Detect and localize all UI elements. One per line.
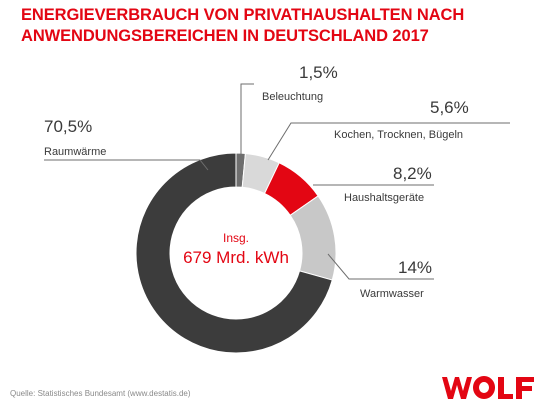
slice-percent-label: 8,2% (393, 164, 432, 183)
donut-slices (135, 152, 337, 354)
slice-percent-label: 14% (398, 258, 432, 277)
leader-line (267, 122, 510, 161)
wolf-logo (438, 375, 538, 401)
slice-labels: 1,5% Beleuchtung 5,6% Kochen, Trocknen, Büg… (44, 63, 469, 300)
slice-category-label: Beleuchtung (262, 91, 323, 103)
chart-title: ENERGIEVERBRAUCH VON PRIVATHAUSHALTEN NA… (21, 5, 521, 47)
slice-percent-label: 5,6% (430, 98, 469, 117)
slice-percent-label: 70,5% (44, 117, 92, 136)
slice-category-label: Kochen, Trocknen, Bügeln (334, 129, 463, 141)
chart-title-line-2: ANWENDUNGSBEREICHEN IN DEUTSCHLAND 2017 (21, 27, 429, 45)
slice-category-label: Haushaltsgeräte (344, 192, 424, 204)
wolf-logo-mark (438, 375, 538, 401)
slice-raumwärme (135, 152, 333, 354)
leader-line (240, 83, 254, 165)
leader-line (327, 253, 434, 280)
slice-category-label: Raumwärme (44, 146, 106, 158)
slice-percent-label: 1,5% (299, 63, 338, 82)
leader-lines (44, 83, 510, 280)
center-label-value: 679 Mrd. kWh (183, 248, 289, 267)
chart-title-line-1: ENERGIEVERBRAUCH VON PRIVATHAUSHALTEN NA… (21, 6, 465, 24)
leader-line (44, 159, 209, 171)
center-label-total: Insg. (223, 231, 249, 245)
source-note: Quelle: Statistisches Bundesamt (www.des… (10, 389, 191, 398)
slice-category-label: Warmwasser (360, 288, 424, 300)
